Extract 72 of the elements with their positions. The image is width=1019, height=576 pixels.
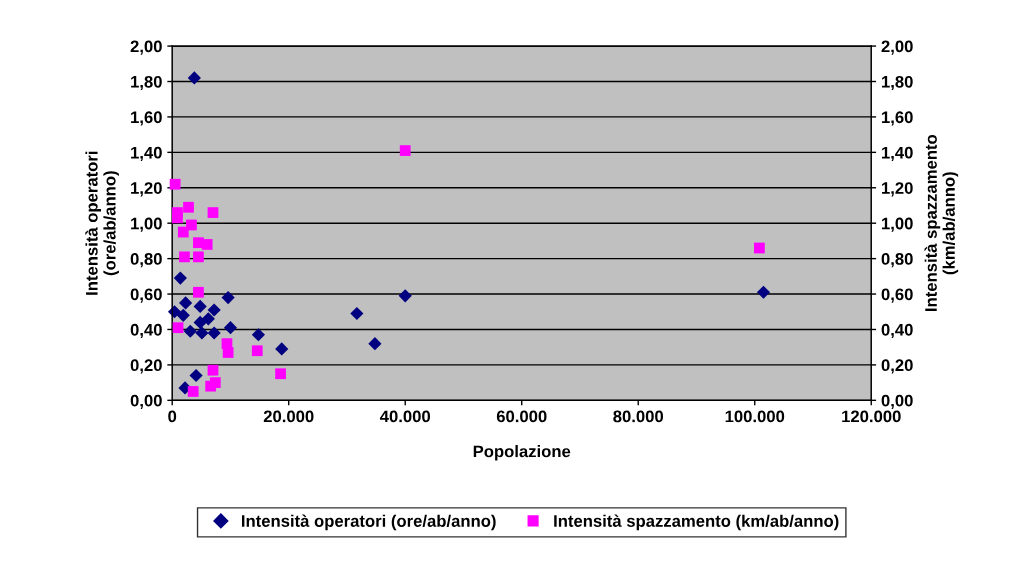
point bbox=[195, 326, 209, 340]
y-tick-label: 1,20 bbox=[131, 182, 162, 197]
y2-tick-label: 0,20 bbox=[881, 359, 913, 374]
point bbox=[201, 239, 213, 250]
point bbox=[223, 321, 238, 335]
point bbox=[189, 368, 203, 383]
x-axis-title: Popolazione bbox=[473, 445, 571, 461]
point bbox=[193, 315, 207, 329]
y-tick-label: 0,00 bbox=[130, 394, 162, 409]
y2-tick-label: 0,60 bbox=[881, 288, 913, 303]
point bbox=[368, 337, 382, 351]
point bbox=[193, 299, 207, 314]
y2-tick-label: 0,80 bbox=[881, 253, 913, 268]
point bbox=[179, 296, 193, 310]
x-tick-label: 40.000 bbox=[379, 410, 431, 423]
y2-tick-label: 0,40 bbox=[881, 323, 913, 339]
point bbox=[177, 226, 189, 238]
x-tick-label: 20.000 bbox=[263, 410, 314, 423]
point bbox=[172, 212, 183, 224]
y2-tick-label: 1,60 bbox=[882, 111, 913, 126]
y-axis-title: Intensità operatori (ore/ab/anno) bbox=[85, 151, 119, 295]
point bbox=[207, 326, 221, 340]
x-tick-label: 80.000 bbox=[613, 410, 664, 423]
point bbox=[193, 286, 204, 298]
point bbox=[169, 178, 181, 190]
legend-label: Intensità operatori (ore/ab/anno) bbox=[241, 514, 496, 531]
point bbox=[756, 285, 771, 299]
y-tick-label: 1,80 bbox=[131, 75, 162, 91]
point bbox=[398, 289, 412, 303]
point bbox=[754, 242, 765, 254]
legend-label: Intensità spazzamento (km/ab/anno) bbox=[554, 514, 839, 531]
y2-tick-label: 1,40 bbox=[882, 146, 913, 161]
x-tick-label: 120.000 bbox=[842, 410, 901, 423]
x-tick-label: 0 bbox=[168, 410, 177, 423]
point bbox=[275, 368, 286, 380]
y-tick-label: 1,00 bbox=[131, 217, 162, 232]
point bbox=[176, 308, 190, 322]
point bbox=[201, 312, 215, 326]
y-tick-label: 1,60 bbox=[131, 111, 162, 126]
x-tick-label: 100.000 bbox=[725, 410, 785, 423]
y2-tick-label: 1,20 bbox=[882, 182, 913, 197]
point bbox=[275, 342, 289, 356]
point bbox=[173, 271, 187, 285]
point bbox=[193, 251, 204, 263]
point bbox=[179, 251, 190, 263]
x-tick-label: 60.000 bbox=[496, 410, 547, 423]
y2-tick-label: 1,80 bbox=[882, 75, 913, 91]
point bbox=[187, 386, 199, 397]
y2-axis-title: Intensità spazzamento (km/ab/anno) bbox=[924, 134, 959, 311]
y-tick-label: 1,40 bbox=[131, 146, 162, 161]
y2-tick-label: 2,00 bbox=[881, 40, 913, 55]
point bbox=[222, 347, 234, 358]
point bbox=[207, 207, 219, 218]
point bbox=[207, 303, 221, 317]
point bbox=[399, 145, 411, 156]
y-tick-label: 0,60 bbox=[130, 288, 162, 303]
point bbox=[205, 380, 217, 392]
y2-tick-label: 0,00 bbox=[881, 394, 913, 409]
y-tick-label: 0,20 bbox=[130, 359, 162, 374]
y-tick-label: 0,80 bbox=[130, 253, 162, 268]
point bbox=[207, 364, 219, 376]
y-tick-label: 2,00 bbox=[130, 40, 162, 55]
y2-tick-label: 1,00 bbox=[882, 217, 913, 232]
point bbox=[183, 324, 197, 338]
point bbox=[183, 201, 194, 213]
point bbox=[251, 345, 263, 357]
point bbox=[172, 322, 184, 334]
y-tick-label: 0,40 bbox=[130, 323, 162, 339]
point bbox=[187, 71, 201, 85]
point bbox=[350, 306, 364, 321]
point bbox=[251, 328, 266, 342]
point bbox=[221, 291, 235, 305]
